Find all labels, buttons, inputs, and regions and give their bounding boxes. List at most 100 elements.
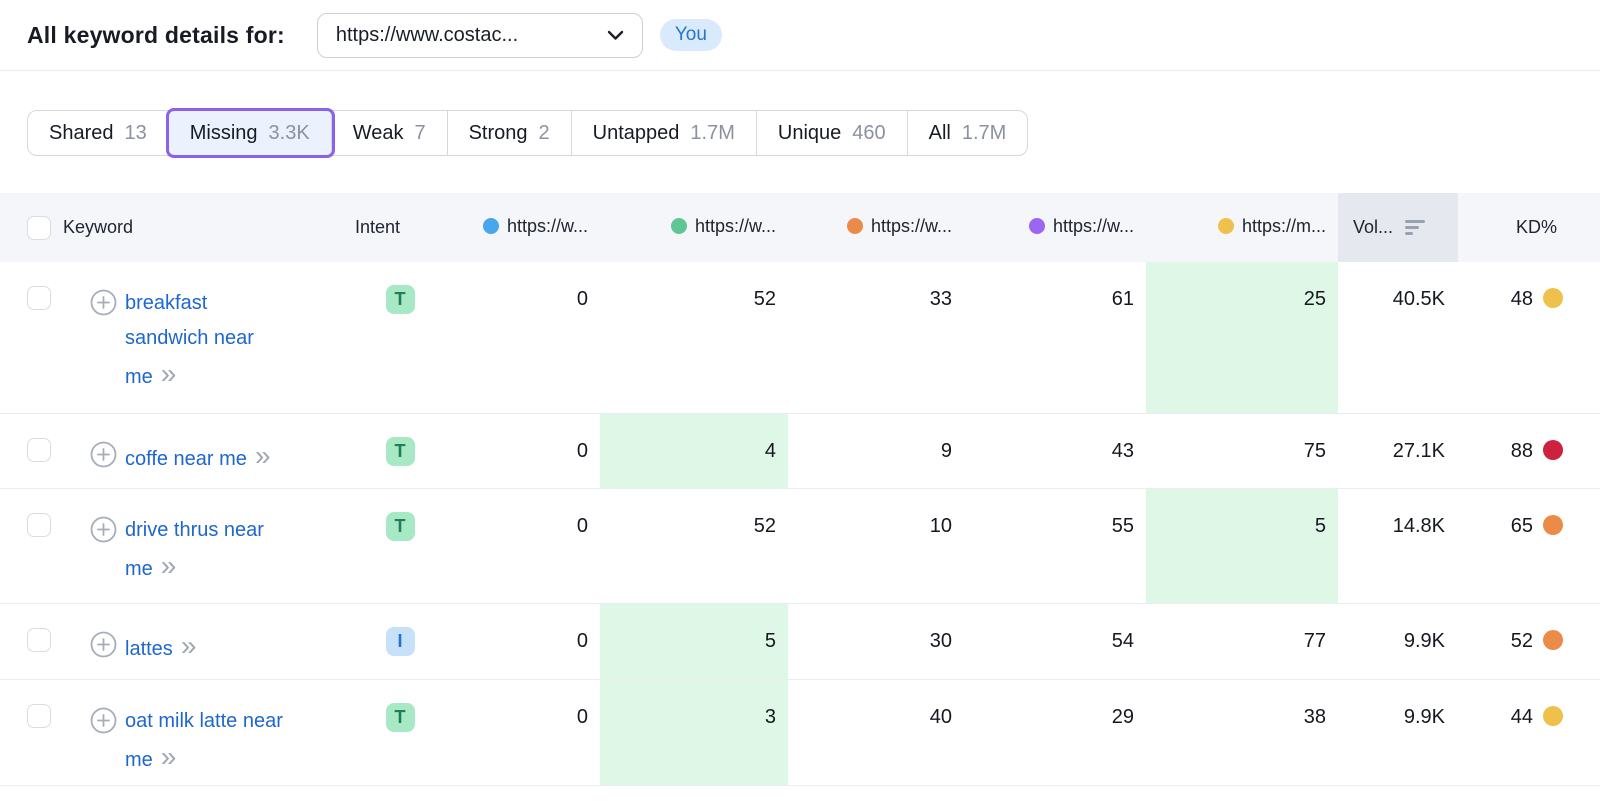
position-cell: 33 bbox=[929, 288, 952, 310]
column-header-intent: Intent bbox=[355, 217, 401, 237]
position-cell: 25 bbox=[1146, 262, 1338, 413]
select-all-checkbox[interactable] bbox=[27, 215, 51, 240]
select-all-cell bbox=[0, 193, 63, 262]
competitor-5-dot-icon bbox=[1217, 218, 1234, 235]
tab-label: Weak bbox=[352, 121, 404, 144]
competitor-5-label: https://m... bbox=[1241, 215, 1326, 236]
column-header-competitor-5: https://m... bbox=[1146, 193, 1338, 262]
keyword-overlap-tabs: Shared 13 Missing 3.3K Weak 7 Strong 2 Untap… bbox=[27, 110, 1029, 156]
position-cell: 52 bbox=[753, 288, 776, 310]
position-cell: 75 bbox=[1303, 439, 1326, 462]
kd-dot bbox=[1543, 514, 1563, 535]
competitor-2-label: https://w... bbox=[694, 215, 776, 236]
volume-cell: 9.9K bbox=[1403, 705, 1445, 728]
column-header-competitor-4: https://w... bbox=[964, 193, 1146, 262]
tab-label: All bbox=[928, 121, 951, 144]
intent-badge: T bbox=[385, 436, 415, 466]
table-row: coffe near me » T 0 4 9 43 75 27.1K 88 bbox=[0, 413, 1600, 488]
keyword-link[interactable]: lattes bbox=[125, 637, 173, 660]
tab-count: 1.7M bbox=[961, 121, 1007, 144]
position-cell: 61 bbox=[1111, 288, 1134, 310]
tab-weak[interactable]: Weak 7 bbox=[332, 111, 448, 155]
tab-label: Missing bbox=[189, 121, 258, 144]
expand-keyword-icon[interactable]: » bbox=[160, 549, 177, 581]
column-header-volume[interactable]: Vol... bbox=[1338, 193, 1458, 262]
position-cell: 43 bbox=[1111, 439, 1134, 462]
position-cell: 3 bbox=[600, 679, 788, 785]
add-keyword-icon[interactable] bbox=[90, 516, 117, 543]
row-checkbox[interactable] bbox=[27, 437, 51, 462]
intent-badge: T bbox=[385, 511, 415, 541]
competitor-2-dot-icon bbox=[670, 218, 687, 235]
volume-label: Vol... bbox=[1353, 217, 1394, 237]
tab-label: Strong bbox=[468, 121, 528, 144]
you-badge: You bbox=[659, 19, 722, 51]
row-checkbox[interactable] bbox=[27, 286, 51, 310]
position-cell: 0 bbox=[576, 439, 588, 462]
table-row: drive thrus near me» T 0 52 10 55 5 14.8… bbox=[0, 488, 1600, 603]
row-checkbox[interactable] bbox=[27, 512, 51, 537]
column-header-competitor-2: https://w... bbox=[600, 193, 788, 262]
expand-keyword-icon[interactable]: » bbox=[254, 439, 271, 471]
position-cell: 0 bbox=[576, 514, 588, 537]
intent-badge: T bbox=[385, 702, 415, 732]
kd-dot bbox=[1543, 705, 1563, 726]
tab-shared[interactable]: Shared 13 bbox=[28, 111, 169, 155]
page-title: All keyword details for: bbox=[27, 21, 285, 48]
position-cell: 5 bbox=[1146, 488, 1338, 603]
kd-cell: 44 bbox=[1458, 679, 1600, 785]
volume-cell: 40.5K bbox=[1392, 288, 1445, 310]
table-row: breakfast sandwich near me» T 0 52 33 61… bbox=[0, 262, 1600, 413]
kd-dot bbox=[1543, 439, 1563, 460]
tab-label: Unique bbox=[777, 121, 842, 144]
position-cell: 0 bbox=[576, 629, 588, 652]
position-cell: 9 bbox=[940, 439, 952, 462]
position-cell: 30 bbox=[929, 629, 952, 652]
column-header-keyword: Keyword bbox=[63, 217, 134, 237]
intent-badge: I bbox=[385, 626, 415, 656]
tab-count: 2 bbox=[538, 121, 550, 144]
tab-label: Shared bbox=[49, 121, 114, 144]
chevron-down-icon bbox=[607, 30, 624, 40]
keyword-link[interactable]: coffe near me bbox=[125, 447, 247, 470]
kd-dot bbox=[1543, 288, 1563, 308]
keyword-link[interactable]: breakfast sandwich near me bbox=[125, 292, 254, 388]
position-cell: 0 bbox=[576, 705, 588, 728]
tab-count: 1.7M bbox=[690, 121, 735, 144]
add-keyword-icon[interactable] bbox=[90, 441, 117, 468]
expand-keyword-icon[interactable]: » bbox=[180, 629, 197, 661]
add-keyword-icon[interactable] bbox=[90, 289, 117, 316]
tab-label: Untapped bbox=[592, 121, 680, 144]
domain-selector-value: https://www.costac... bbox=[335, 23, 519, 46]
tab-count: 3.3K bbox=[268, 121, 310, 144]
row-checkbox[interactable] bbox=[27, 627, 51, 652]
sort-descending-icon[interactable] bbox=[1405, 220, 1426, 235]
row-checkbox[interactable] bbox=[27, 703, 51, 728]
kd-value: 88 bbox=[1510, 439, 1533, 462]
competitor-1-dot-icon bbox=[482, 218, 499, 235]
position-cell: 10 bbox=[929, 514, 952, 537]
add-keyword-icon[interactable] bbox=[90, 707, 117, 734]
tab-strong[interactable]: Strong 2 bbox=[448, 111, 572, 155]
tab-all[interactable]: All 1.7M bbox=[908, 111, 1028, 155]
keyword-link[interactable]: oat milk latte near me bbox=[125, 709, 283, 771]
kd-value: 48 bbox=[1510, 288, 1533, 310]
competitor-3-dot-icon bbox=[846, 218, 863, 235]
top-bar: All keyword details for: https://www.cos… bbox=[0, 0, 1600, 71]
expand-keyword-icon[interactable]: » bbox=[160, 358, 177, 389]
table-row: lattes » I 0 5 30 54 77 9.9K 52 bbox=[0, 603, 1600, 679]
domain-selector[interactable]: https://www.costac... bbox=[316, 12, 643, 58]
kd-cell: 88 bbox=[1458, 413, 1600, 488]
tab-unique[interactable]: Unique 460 bbox=[757, 111, 908, 155]
tab-untapped[interactable]: Untapped 1.7M bbox=[572, 111, 757, 155]
tab-missing[interactable]: Missing 3.3K bbox=[168, 111, 332, 155]
keyword-link[interactable]: drive thrus near me bbox=[125, 518, 264, 580]
kd-dot bbox=[1543, 629, 1563, 650]
column-header-kd[interactable]: KD% bbox=[1515, 217, 1557, 237]
add-keyword-icon[interactable] bbox=[90, 631, 117, 658]
position-cell: 0 bbox=[576, 288, 588, 310]
column-header-competitor-3: https://w... bbox=[788, 193, 964, 262]
table-row: oat milk latte near me» T 0 3 40 29 38 9… bbox=[0, 679, 1600, 785]
expand-keyword-icon[interactable]: » bbox=[160, 740, 177, 772]
position-cell: 54 bbox=[1111, 629, 1134, 652]
